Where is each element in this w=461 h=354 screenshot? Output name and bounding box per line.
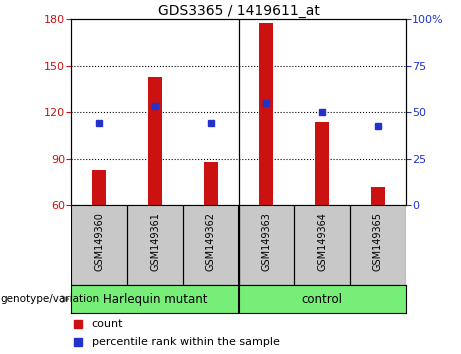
Text: GSM149364: GSM149364: [317, 212, 327, 270]
Bar: [127, 205, 183, 285]
Text: count: count: [91, 319, 123, 329]
Bar: [183, 205, 238, 285]
Bar: [92, 170, 106, 205]
Bar: [315, 122, 329, 205]
Text: control: control: [301, 293, 343, 306]
Text: Harlequin mutant: Harlequin mutant: [103, 293, 207, 306]
Bar: [71, 205, 127, 285]
Text: GSM149365: GSM149365: [373, 212, 383, 271]
Text: percentile rank within the sample: percentile rank within the sample: [91, 337, 279, 347]
Text: GSM149360: GSM149360: [95, 212, 104, 270]
Bar: [350, 205, 406, 285]
Bar: [148, 77, 162, 205]
Bar: [204, 162, 218, 205]
Text: GSM149362: GSM149362: [206, 212, 216, 271]
Text: GSM149361: GSM149361: [150, 212, 160, 270]
Title: GDS3365 / 1419611_at: GDS3365 / 1419611_at: [158, 5, 319, 18]
Bar: [260, 23, 273, 205]
Bar: [294, 205, 350, 285]
Text: GSM149363: GSM149363: [261, 212, 272, 270]
Bar: [238, 205, 294, 285]
Text: genotype/variation: genotype/variation: [0, 294, 99, 304]
Bar: [371, 187, 385, 205]
